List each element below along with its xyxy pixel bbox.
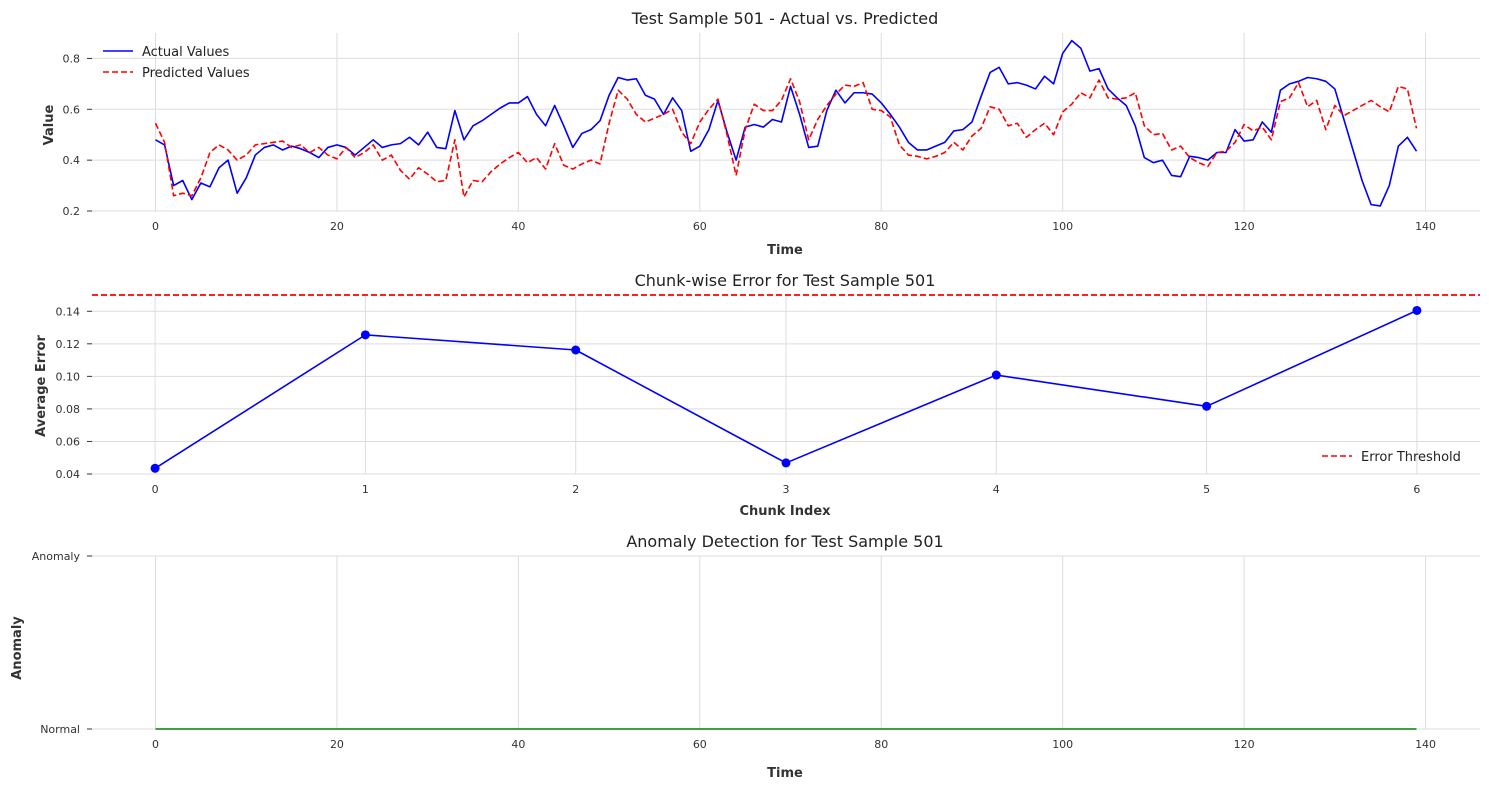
y-tick-label: 0.04 xyxy=(56,468,81,481)
actual-vs-predicted-panel: 0 20 40 60 80 100 120 140 0.2 0.4 0.6 0.8 Test Samp… xyxy=(42,9,1480,258)
x-tick-label: 140 xyxy=(1415,738,1436,751)
y-tick-label: 0.06 xyxy=(56,435,81,448)
x-tick-label: 0 xyxy=(152,483,159,496)
panel1-title: Test Sample 501 - Actual vs. Predicted xyxy=(631,9,938,28)
data-point xyxy=(1412,305,1422,315)
data-point xyxy=(571,345,581,355)
x-tick-label: 60 xyxy=(693,738,707,751)
x-tick-label: 120 xyxy=(1234,738,1255,751)
panel1-legend: Actual Values Predicted Values xyxy=(103,45,250,81)
panel2-legend: Error Threshold xyxy=(1322,450,1461,465)
data-point xyxy=(991,370,1001,380)
x-tick-label: 40 xyxy=(511,220,525,233)
anomaly-detection-panel: 0 20 40 60 80 100 120 140 Normal Anomaly Anomaly … xyxy=(10,532,1480,781)
y-tick-label: 0.6 xyxy=(63,103,81,116)
actual-values-line xyxy=(155,39,1418,207)
panel1-ylabel: Value xyxy=(42,104,57,145)
chunk-error-panel: 0 1 2 3 4 5 6 0.04 0.06 0.08 0.10 0.12 0.14 Chunk-wi… xyxy=(34,271,1480,519)
x-tick-label: 0 xyxy=(152,220,159,233)
x-tick-label: 6 xyxy=(1413,483,1420,496)
x-tick-label: 4 xyxy=(993,483,1000,496)
panel1-xlabel: Time xyxy=(767,243,803,258)
y-tick-label: Anomaly xyxy=(32,550,81,563)
y-tick-label: 0.8 xyxy=(63,52,81,65)
panel3-title: Anomaly Detection for Test Sample 501 xyxy=(626,532,943,551)
x-tick-label: 0 xyxy=(152,738,159,751)
x-tick-label: 3 xyxy=(783,483,790,496)
x-tick-label: 2 xyxy=(572,483,579,496)
y-tick-label: 0.10 xyxy=(56,370,81,383)
x-tick-label: 40 xyxy=(511,738,525,751)
x-tick-label: 20 xyxy=(330,738,344,751)
y-tick-label: 0.4 xyxy=(63,154,81,167)
x-tick-label: 100 xyxy=(1052,738,1073,751)
data-point xyxy=(1202,401,1212,411)
data-point xyxy=(360,330,370,340)
x-tick-label: 20 xyxy=(330,220,344,233)
data-point xyxy=(781,458,791,468)
y-tick-label: Normal xyxy=(40,723,80,736)
panel2-xlabel: Chunk Index xyxy=(739,504,831,519)
legend-predicted-label: Predicted Values xyxy=(142,66,250,81)
y-tick-label: 0.2 xyxy=(63,205,81,218)
x-tick-label: 100 xyxy=(1052,220,1073,233)
panel3-ylabel: Anomaly xyxy=(10,616,25,680)
y-tick-label: 0.14 xyxy=(56,305,81,318)
panel3-xlabel: Time xyxy=(767,766,803,781)
x-tick-label: 80 xyxy=(874,738,888,751)
legend-actual-label: Actual Values xyxy=(142,45,230,60)
legend-threshold-label: Error Threshold xyxy=(1361,450,1461,465)
x-tick-label: 1 xyxy=(362,483,369,496)
panel2-ylabel: Average Error xyxy=(34,335,49,437)
x-tick-label: 80 xyxy=(874,220,888,233)
data-point xyxy=(150,463,160,473)
panel2-title: Chunk-wise Error for Test Sample 501 xyxy=(635,271,936,290)
x-tick-label: 5 xyxy=(1203,483,1210,496)
y-tick-label: 0.08 xyxy=(56,403,81,416)
predicted-values-line xyxy=(154,77,1418,198)
y-tick-label: 0.12 xyxy=(56,338,81,351)
x-tick-label: 120 xyxy=(1234,220,1255,233)
x-tick-label: 140 xyxy=(1415,220,1436,233)
x-tick-label: 60 xyxy=(693,220,707,233)
